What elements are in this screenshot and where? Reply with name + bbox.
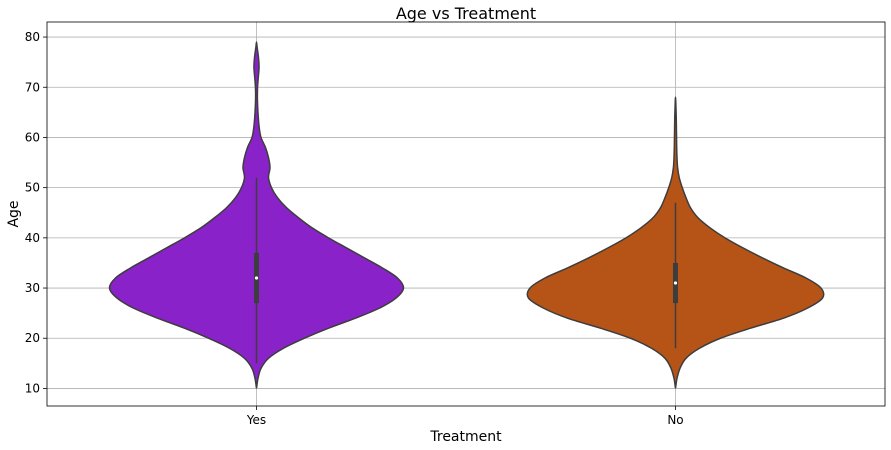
- violin-median-dot: [673, 281, 678, 285]
- y-tick-label: 60: [25, 130, 40, 144]
- y-tick-label: 80: [25, 30, 40, 44]
- y-axis-label: Age: [6, 200, 22, 227]
- y-tick-label: 10: [25, 381, 40, 395]
- y-tick-label: 50: [25, 181, 40, 195]
- plot-background: [47, 22, 885, 406]
- axis-ticks: 10 20 30 40 50 60 70 80 Yes No: [25, 30, 684, 427]
- plot-frame: [46, 21, 886, 407]
- y-tick-label: 40: [25, 231, 40, 245]
- x-axis-label: Treatment: [429, 429, 502, 445]
- violin-no: [526, 96, 825, 389]
- violin-yes: [108, 41, 405, 389]
- x-tick-label: No: [667, 413, 683, 427]
- x-tick-label: Yes: [246, 413, 266, 427]
- violin-median-dot: [254, 276, 259, 280]
- y-tick-label: 30: [25, 281, 40, 295]
- chart-title: Age vs Treatment: [396, 4, 536, 23]
- violins: [108, 41, 825, 389]
- y-tick-label: 20: [25, 331, 40, 345]
- y-tick-label: 70: [25, 80, 40, 94]
